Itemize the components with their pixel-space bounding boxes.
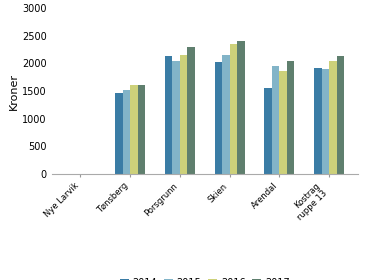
Bar (329, 61, 337, 174)
Bar (115, 94, 123, 174)
Bar (180, 55, 187, 174)
Bar (187, 47, 195, 174)
Bar (172, 60, 180, 174)
Bar (279, 71, 287, 174)
Bar (215, 62, 222, 174)
Y-axis label: Kroner: Kroner (9, 73, 19, 109)
Bar (272, 66, 279, 174)
Bar (165, 56, 172, 174)
Bar (123, 90, 130, 174)
Bar (222, 55, 230, 174)
Bar (314, 68, 322, 174)
Bar (322, 69, 329, 174)
Bar (287, 60, 294, 174)
Legend: 2014, 2015, 2016, 2017: 2014, 2015, 2016, 2017 (116, 274, 294, 280)
Bar (130, 85, 138, 174)
Bar (337, 56, 344, 174)
Bar (237, 41, 245, 174)
Bar (230, 44, 237, 174)
Bar (265, 88, 272, 174)
Bar (138, 85, 145, 174)
